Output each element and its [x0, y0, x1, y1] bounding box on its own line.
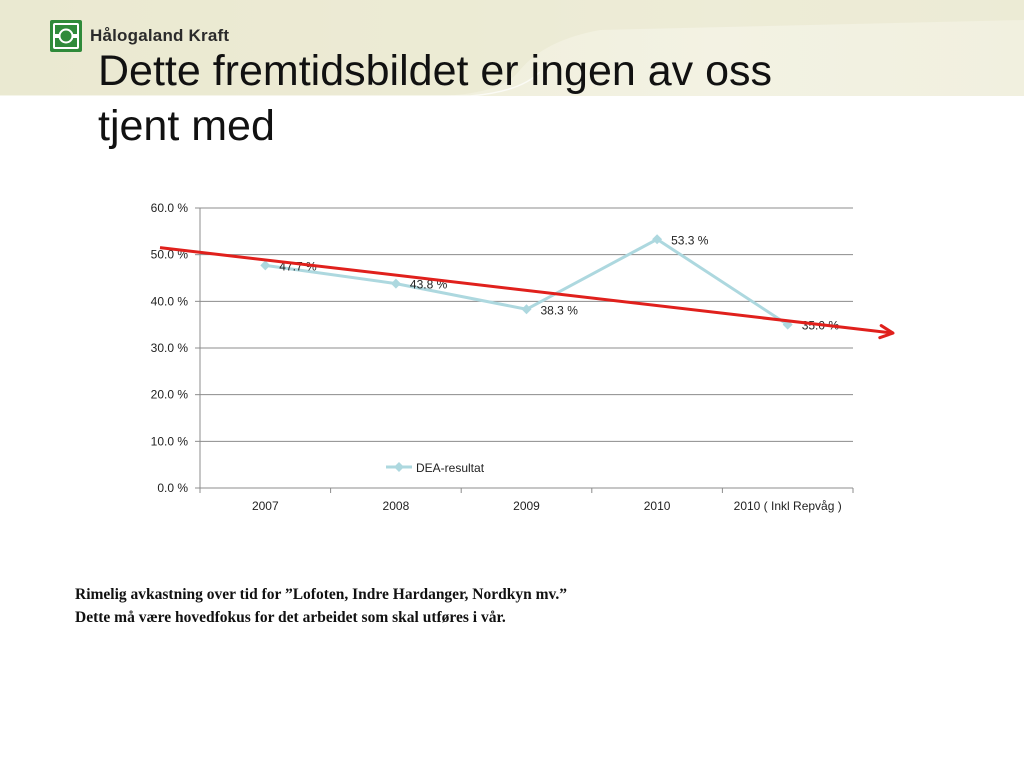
banner-wave-decoration [0, 0, 1024, 97]
data-label: 53.3 % [671, 233, 709, 247]
header-banner [0, 0, 1024, 97]
x-tick-label: 2010 ( Inkl Repvåg ) [734, 499, 842, 513]
slide-title-line-1: Dette fremtidsbildet er ingen av oss [98, 47, 772, 95]
x-tick-label: 2009 [513, 499, 540, 513]
y-tick-label: 20.0 % [151, 388, 189, 402]
x-tick-label: 2010 [644, 499, 671, 513]
trend-arrow-head [878, 324, 895, 340]
caption-line-1: Rimelig avkastning over tid for ”Lofoten… [75, 586, 568, 603]
halogaland-kraft-logo-icon [50, 20, 82, 52]
y-tick-label: 30.0 % [151, 341, 189, 355]
data-point-marker [652, 234, 663, 245]
slide-title-line-2: tjent med [98, 102, 275, 150]
data-point-marker [260, 260, 271, 271]
y-tick-label: 0.0 % [157, 481, 188, 495]
x-tick-label: 2007 [252, 499, 279, 513]
y-tick-label: 10.0 % [151, 434, 189, 448]
dea-line-chart: 0.0 %10.0 %20.0 %30.0 %40.0 %50.0 %60.0 … [151, 201, 895, 513]
company-logo: Hålogaland Kraft [50, 20, 229, 52]
slide-title: Dette fremtidsbildet er ingen av oss tje… [98, 44, 958, 154]
caption: Rimelig avkastning over tid for ”Lofoten… [75, 583, 975, 629]
data-point-marker [521, 304, 532, 315]
caption-line-2: Dette må være hovedfokus for det arbeide… [75, 609, 506, 626]
data-point-marker [390, 278, 401, 289]
x-tick-label: 2008 [383, 499, 410, 513]
trend-arrow-line [159, 246, 894, 335]
legend-label: DEA-resultat [416, 461, 485, 475]
data-label: 38.3 % [541, 303, 579, 317]
logo-text: Hålogaland Kraft [90, 26, 230, 45]
legend-marker [394, 462, 404, 472]
y-tick-label: 60.0 % [151, 201, 189, 215]
y-tick-label: 40.0 % [151, 294, 189, 308]
